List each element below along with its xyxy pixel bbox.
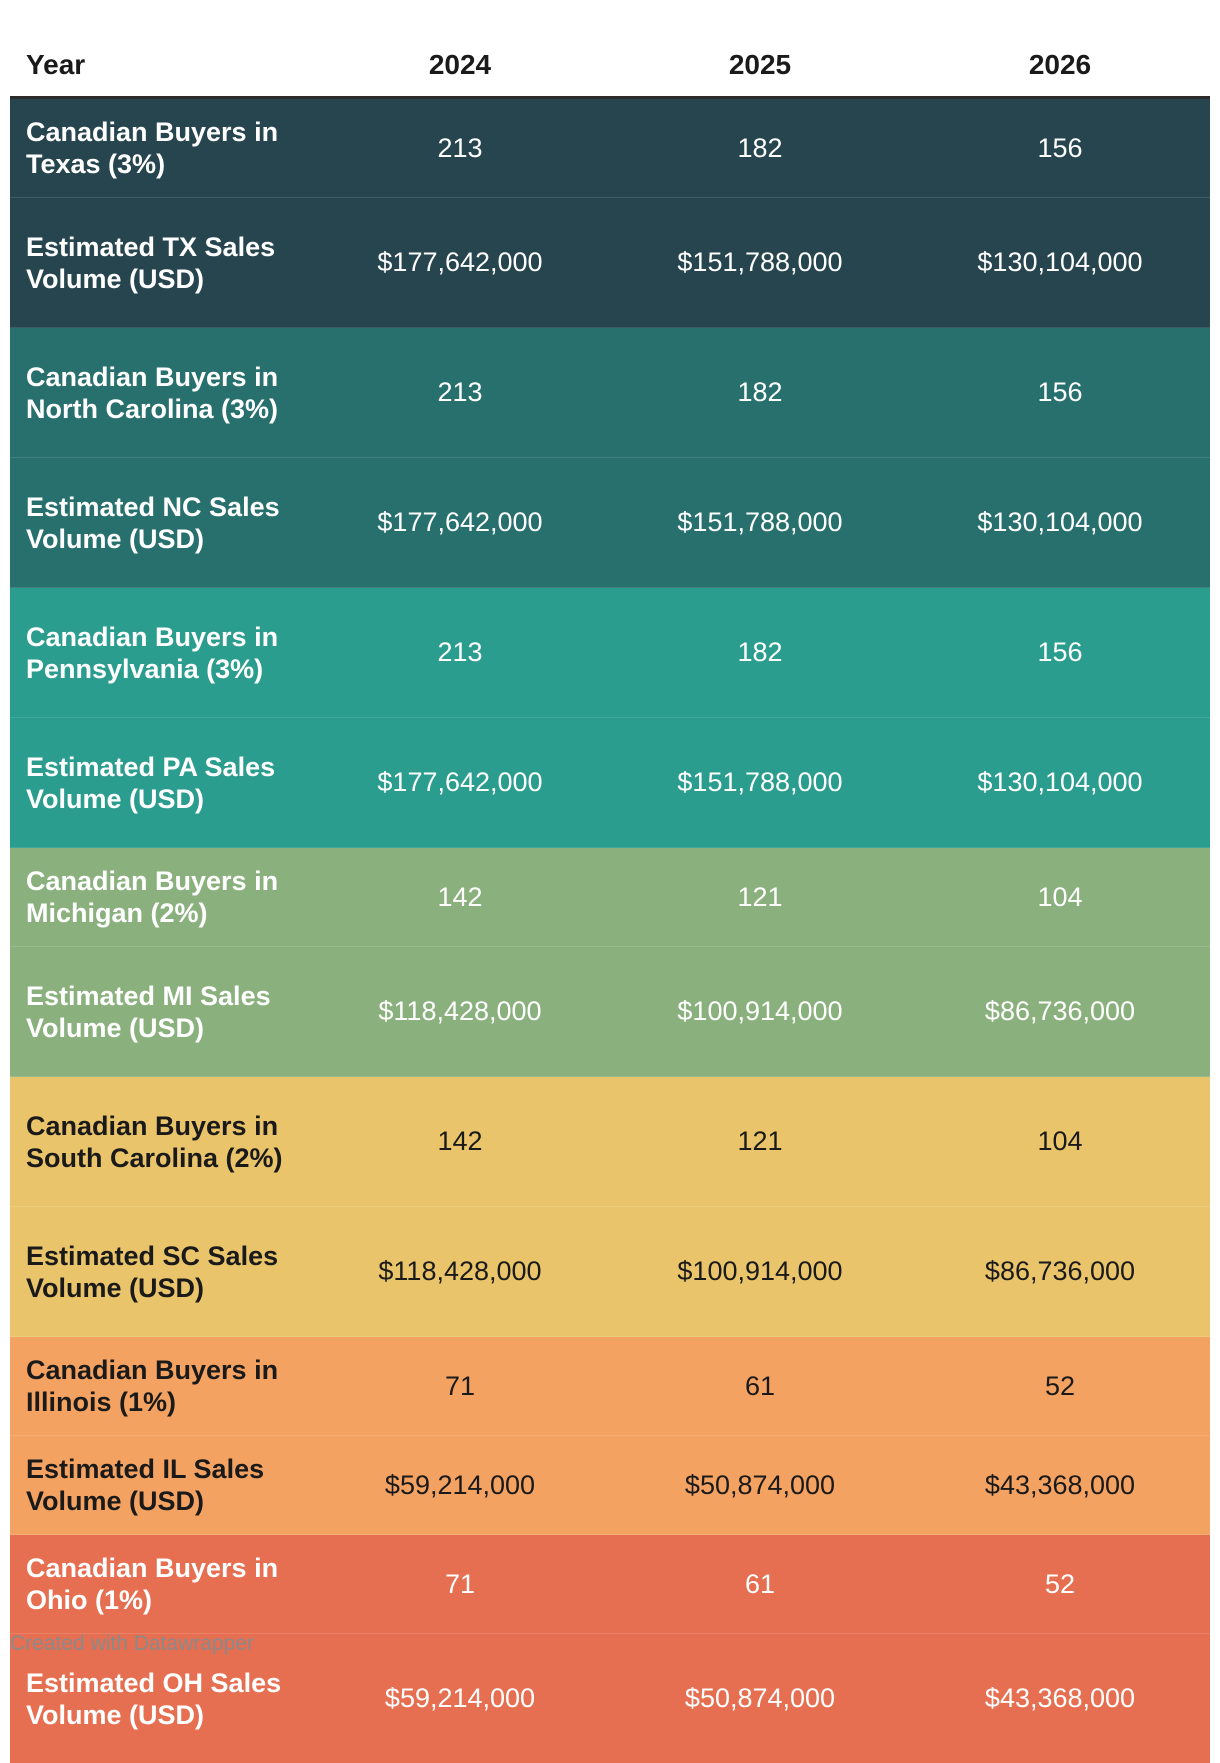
cell-2024: $177,642,000 [310, 458, 610, 588]
table-row: Estimated TX Sales Volume (USD)$177,642,… [10, 198, 1210, 328]
table-row: Canadian Buyers in North Carolina (3%)21… [10, 328, 1210, 458]
cell-2024: 142 [310, 1077, 610, 1207]
row-label: Estimated NC Sales Volume (USD) [10, 458, 310, 588]
column-header-2026: 2026 [910, 34, 1210, 98]
cell-2025: $100,914,000 [610, 947, 910, 1077]
cell-2024: $177,642,000 [310, 718, 610, 848]
header-row: Year 2024 2025 2026 [10, 34, 1210, 98]
row-label: Estimated SC Sales Volume (USD) [10, 1207, 310, 1337]
cell-2026: 104 [910, 1077, 1210, 1207]
row-label: Canadian Buyers in Pennsylvania (3%) [10, 588, 310, 718]
table-row: Estimated MI Sales Volume (USD)$118,428,… [10, 947, 1210, 1077]
datawrapper-credit: Created with Datawrapper [10, 1632, 254, 1656]
cell-2025: $50,874,000 [610, 1634, 910, 1763]
row-label: Estimated IL Sales Volume (USD) [10, 1436, 310, 1535]
column-header-year: Year [10, 34, 310, 98]
cell-2026: $130,104,000 [910, 198, 1210, 328]
column-header-2024: 2024 [310, 34, 610, 98]
cell-2026: $86,736,000 [910, 1207, 1210, 1337]
cell-2026: 156 [910, 98, 1210, 198]
cell-2024: $59,214,000 [310, 1634, 610, 1763]
cell-2026: 52 [910, 1337, 1210, 1436]
cell-2026: $86,736,000 [910, 947, 1210, 1077]
cell-2026: 156 [910, 328, 1210, 458]
cell-2024: 71 [310, 1535, 610, 1634]
cell-2025: $100,914,000 [610, 1207, 910, 1337]
cell-2024: 213 [310, 588, 610, 718]
cell-2025: 61 [610, 1535, 910, 1634]
table-row: Estimated NC Sales Volume (USD)$177,642,… [10, 458, 1210, 588]
row-label: Canadian Buyers in North Carolina (3%) [10, 328, 310, 458]
cell-2026: $43,368,000 [910, 1634, 1210, 1763]
row-label: Canadian Buyers in Michigan (2%) [10, 848, 310, 947]
cell-2024: $177,642,000 [310, 198, 610, 328]
row-label: Canadian Buyers in Illinois (1%) [10, 1337, 310, 1436]
cell-2025: 121 [610, 848, 910, 947]
cell-2026: 52 [910, 1535, 1210, 1634]
cell-2024: $59,214,000 [310, 1436, 610, 1535]
cell-2026: 104 [910, 848, 1210, 947]
cell-2025: 182 [610, 588, 910, 718]
cell-2026: $43,368,000 [910, 1436, 1210, 1535]
cell-2025: 182 [610, 328, 910, 458]
row-label: Canadian Buyers in Texas (3%) [10, 98, 310, 198]
cell-2024: 142 [310, 848, 610, 947]
cell-2025: $50,874,000 [610, 1436, 910, 1535]
row-label: Estimated TX Sales Volume (USD) [10, 198, 310, 328]
cell-2025: 61 [610, 1337, 910, 1436]
cell-2025: 121 [610, 1077, 910, 1207]
row-label: Canadian Buyers in Ohio (1%) [10, 1535, 310, 1634]
table-row: Estimated SC Sales Volume (USD)$118,428,… [10, 1207, 1210, 1337]
cell-2026: $130,104,000 [910, 458, 1210, 588]
row-label: Estimated MI Sales Volume (USD) [10, 947, 310, 1077]
cell-2026: $130,104,000 [910, 718, 1210, 848]
data-table: Year 2024 2025 2026 Canadian Buyers in T… [10, 34, 1210, 1763]
cell-2024: $118,428,000 [310, 947, 610, 1077]
cell-2024: 213 [310, 98, 610, 198]
cell-2026: 156 [910, 588, 1210, 718]
table-row: Canadian Buyers in South Carolina (2%)14… [10, 1077, 1210, 1207]
data-table-container: Year 2024 2025 2026 Canadian Buyers in T… [10, 34, 1210, 1763]
cell-2025: $151,788,000 [610, 718, 910, 848]
row-label: Canadian Buyers in South Carolina (2%) [10, 1077, 310, 1207]
cell-2024: 71 [310, 1337, 610, 1436]
table-row: Estimated PA Sales Volume (USD)$177,642,… [10, 718, 1210, 848]
cell-2025: $151,788,000 [610, 198, 910, 328]
table-row: Estimated IL Sales Volume (USD)$59,214,0… [10, 1436, 1210, 1535]
cell-2024: 213 [310, 328, 610, 458]
cell-2024: $118,428,000 [310, 1207, 610, 1337]
row-label: Estimated PA Sales Volume (USD) [10, 718, 310, 848]
column-header-2025: 2025 [610, 34, 910, 98]
cell-2025: 182 [610, 98, 910, 198]
cell-2025: $151,788,000 [610, 458, 910, 588]
